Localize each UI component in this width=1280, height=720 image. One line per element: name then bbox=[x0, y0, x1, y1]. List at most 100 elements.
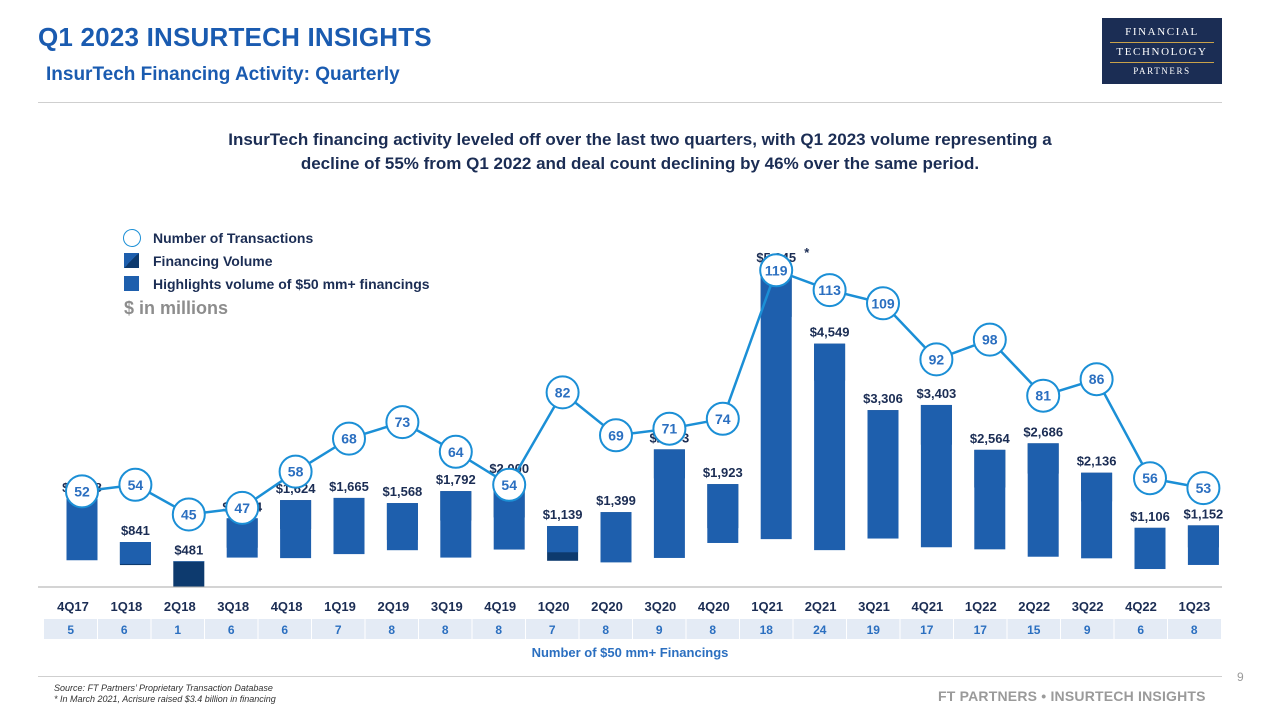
transaction-marker bbox=[1133, 461, 1167, 496]
transaction-marker bbox=[438, 434, 473, 469]
highlight-bar bbox=[66, 498, 98, 561]
x-tick-label: 2Q18 bbox=[164, 599, 196, 614]
bar-value-label: $1,139 bbox=[543, 507, 583, 522]
x-tick-label: 4Q17 bbox=[57, 599, 89, 614]
legend-label: Highlights volume of $50 mm+ financings bbox=[153, 275, 430, 292]
large-financings-count: 5 bbox=[67, 623, 74, 637]
x-tick-label: 3Q21 bbox=[858, 599, 890, 614]
transaction-count-label: 109 bbox=[871, 295, 895, 311]
bar-value-label: $841 bbox=[121, 523, 150, 538]
headline-line-1: InsurTech financing activity leveled off… bbox=[228, 130, 1052, 149]
bar-value-label: $2,136 bbox=[1077, 454, 1117, 469]
transaction-count-label: 54 bbox=[128, 477, 144, 493]
legend-item-transactions: Number of Transactions bbox=[123, 226, 430, 249]
highlight-bar bbox=[280, 500, 312, 559]
transaction-marker bbox=[492, 467, 527, 502]
bar-value-label: $481 bbox=[174, 542, 203, 557]
large-financings-count: 7 bbox=[549, 623, 556, 637]
highlight-bar bbox=[173, 561, 205, 562]
large-financings-count: 24 bbox=[813, 623, 827, 637]
transaction-count-label: 86 bbox=[1089, 371, 1105, 387]
x-tick-label: 2Q22 bbox=[1018, 599, 1050, 614]
bar-value-label: $1,399 bbox=[596, 493, 636, 508]
transaction-marker bbox=[812, 273, 847, 308]
bar-value-label: $3,306 bbox=[863, 391, 903, 406]
transaction-marker bbox=[599, 418, 633, 453]
large-financings-count: 9 bbox=[1084, 623, 1091, 637]
x-tick-label: 2Q21 bbox=[805, 599, 837, 614]
bar-value-label: $1,923 bbox=[703, 465, 743, 480]
transaction-marker bbox=[1186, 471, 1221, 506]
large-financings-count: 1 bbox=[174, 623, 181, 637]
chart-legend: Number of Transactions Financing Volume … bbox=[123, 226, 430, 295]
large-financings-count: 15 bbox=[1027, 623, 1041, 637]
large-financings-caption: Number of $50 mm+ Financings bbox=[532, 645, 729, 660]
transaction-count-label: 47 bbox=[234, 500, 250, 516]
bar-value-label: $1,106 bbox=[1130, 509, 1170, 524]
bar-value-label: $4,549 bbox=[810, 325, 850, 340]
x-tick-label: 2Q19 bbox=[377, 599, 409, 614]
large-financings-count: 6 bbox=[1137, 623, 1144, 637]
large-financings-count: 7 bbox=[335, 623, 342, 637]
transaction-count-label: 64 bbox=[448, 444, 464, 460]
x-tick-label: 4Q19 bbox=[484, 599, 516, 614]
transaction-count-label: 45 bbox=[181, 507, 197, 523]
bar-value-label: $2,686 bbox=[1023, 424, 1063, 439]
x-tick-label: 3Q19 bbox=[431, 599, 463, 614]
bar-value-label: $1,792 bbox=[436, 472, 476, 487]
source-note: Source: FT Partners’ Proprietary Transac… bbox=[54, 683, 276, 705]
bar-value-label: $1,568 bbox=[383, 484, 423, 499]
page-title: Q1 2023 INSURTECH INSIGHTS bbox=[38, 22, 432, 52]
volume-bar bbox=[173, 561, 205, 587]
x-tick-label: 1Q18 bbox=[110, 599, 142, 614]
large-financings-count: 8 bbox=[495, 623, 502, 637]
highlight-bar bbox=[1187, 525, 1219, 565]
logo-divider bbox=[1110, 61, 1214, 63]
transaction-marker bbox=[65, 474, 99, 509]
large-financings-count: 8 bbox=[602, 623, 609, 637]
x-tick-label: 3Q20 bbox=[644, 599, 676, 614]
bar-value-label: $1,152 bbox=[1184, 506, 1224, 521]
x-tick-label: 2Q20 bbox=[591, 599, 623, 614]
highlight-bar bbox=[333, 497, 365, 555]
legend-label: Financing Volume bbox=[153, 252, 273, 269]
transaction-marker bbox=[972, 322, 1007, 357]
x-tick-label: 4Q21 bbox=[911, 599, 943, 614]
transaction-marker bbox=[118, 467, 153, 502]
transaction-marker bbox=[225, 490, 260, 525]
transaction-count-label: 82 bbox=[555, 384, 571, 400]
transaction-count-label: 73 bbox=[395, 414, 411, 430]
x-tick-label: 4Q22 bbox=[1125, 599, 1157, 614]
highlight-bar bbox=[119, 542, 151, 564]
legend-item-volume: Financing Volume bbox=[124, 249, 430, 272]
large-financings-count: 6 bbox=[228, 623, 235, 637]
highlight-bar bbox=[386, 503, 418, 551]
x-tick-label: 1Q19 bbox=[324, 599, 356, 614]
transaction-count-label: 69 bbox=[608, 427, 624, 443]
logo-divider bbox=[1110, 41, 1214, 43]
transaction-count-label: 113 bbox=[818, 282, 841, 298]
highlight-bar bbox=[867, 410, 899, 539]
x-tick-label: 1Q20 bbox=[538, 599, 570, 614]
units-label: $ in millions bbox=[124, 298, 229, 318]
transaction-count-label: 53 bbox=[1196, 480, 1212, 496]
large-financings-count: 6 bbox=[121, 623, 128, 637]
circle-marker-icon bbox=[123, 228, 141, 247]
large-financings-count: 8 bbox=[1191, 623, 1198, 637]
x-tick-label: 3Q18 bbox=[217, 599, 249, 614]
x-tick-label: 1Q22 bbox=[965, 599, 997, 614]
page-number: 9 bbox=[1237, 670, 1244, 684]
bar-value-label: $3,403 bbox=[917, 386, 957, 401]
page-subtitle: InsurTech Financing Activity: Quarterly bbox=[46, 64, 400, 85]
highlight-bar bbox=[760, 269, 792, 540]
highlight-bar bbox=[653, 449, 685, 558]
large-financings-count: 19 bbox=[867, 623, 881, 637]
x-tick-label: 1Q21 bbox=[751, 599, 783, 614]
highlight-bar bbox=[1134, 527, 1166, 570]
large-financings-count: 9 bbox=[656, 623, 663, 637]
bar-value-label: $1,665 bbox=[329, 479, 369, 494]
highlight-bar bbox=[707, 484, 739, 543]
transaction-count-label: 81 bbox=[1035, 388, 1051, 404]
headline-line-2: decline of 55% from Q1 2022 and deal cou… bbox=[300, 154, 980, 173]
headline: InsurTech financing activity leveled off… bbox=[180, 128, 1100, 176]
